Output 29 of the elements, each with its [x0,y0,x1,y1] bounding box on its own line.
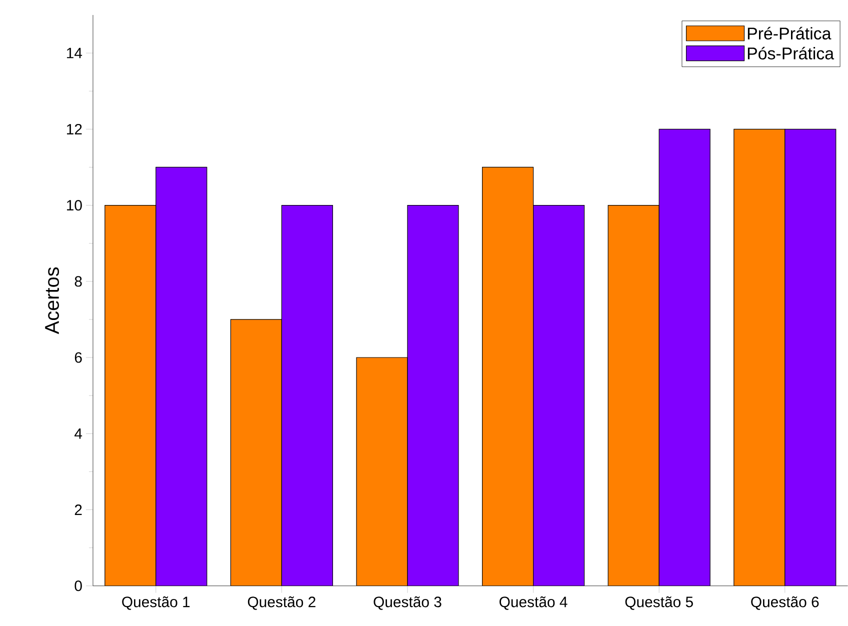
y-tick-label: 10 [66,200,82,211]
y-tick-label: 12 [66,124,82,134]
x-tick-label: Questão 1 [122,596,190,610]
legend-label: Pré-Prática [748,26,832,40]
bar [230,320,282,586]
bar [533,205,584,586]
bar [356,358,408,586]
y-tick-label: 0 [74,580,82,592]
bar [282,205,333,586]
bar [104,205,156,586]
y-tick-label: 6 [74,352,82,363]
bar [659,129,710,586]
bar [482,167,534,586]
y-tick-label: 14 [66,48,82,58]
bar [784,128,836,586]
y-tick-label: 4 [74,428,82,439]
bar [608,205,660,586]
x-tick-label: Questão 4 [500,596,568,610]
y-tick-label: 2 [74,504,82,516]
x-tick-label: Questão 6 [751,596,819,610]
legend-label: Pós-Prática [748,46,834,60]
y-axis-title: Acertos [45,267,60,334]
bar [734,128,786,586]
y-tick-label: 8 [74,276,82,287]
x-tick-label: Questão 5 [625,596,693,610]
x-tick-label: Questão 3 [374,596,442,610]
x-tick-label: Questão 2 [248,596,316,610]
bar [156,167,207,586]
bar [407,205,458,586]
